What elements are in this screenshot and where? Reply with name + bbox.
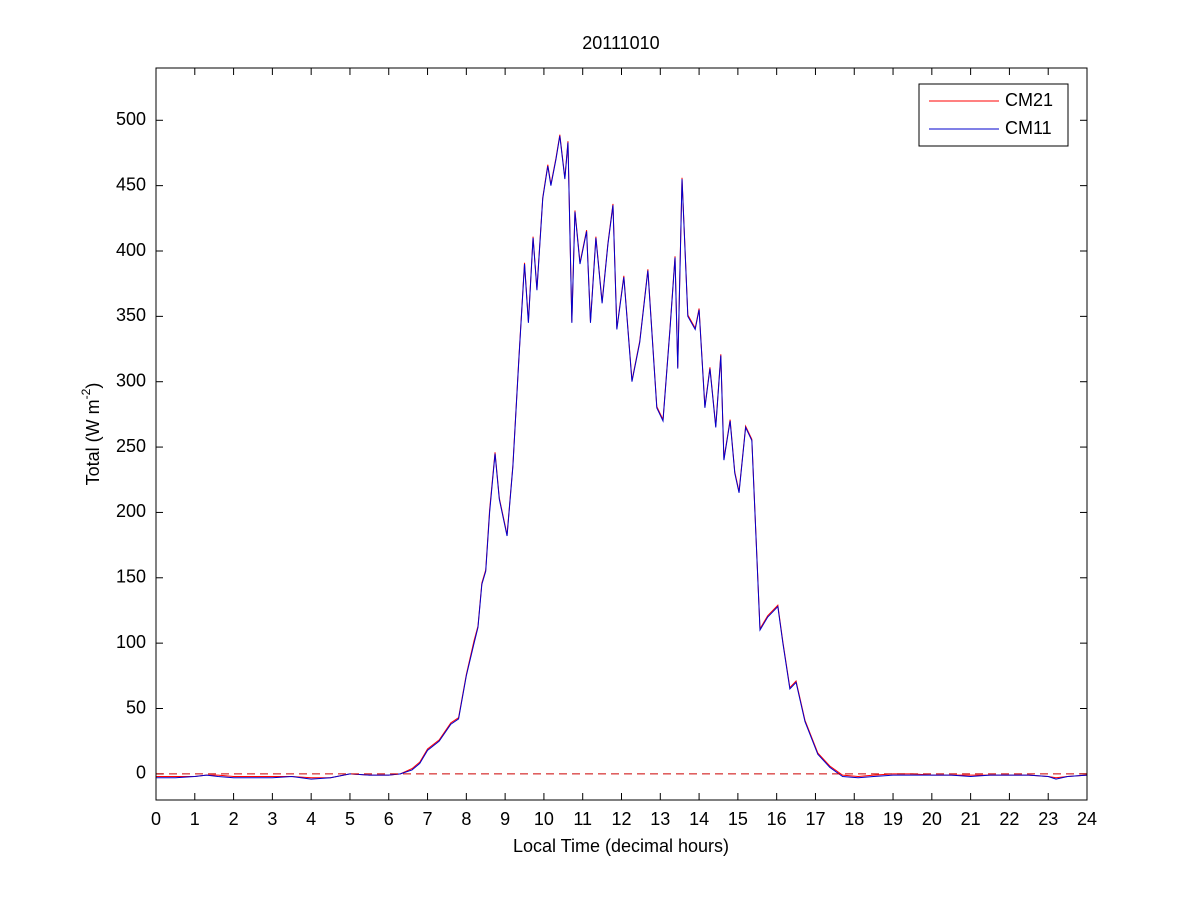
legend-box: [918, 83, 1069, 147]
y-tick-label: 0: [136, 763, 146, 783]
data-line: [156, 135, 1088, 780]
x-tick-label: 21: [961, 809, 981, 829]
x-tick-label: 24: [1077, 809, 1097, 829]
y-tick-label: 100: [116, 632, 146, 652]
y-axis-label: Total (W m-2): [79, 383, 103, 486]
x-tick-label: 23: [1038, 809, 1058, 829]
y-tick-label: 500: [116, 109, 146, 129]
x-tick-label: 19: [883, 809, 903, 829]
x-tick-label: 17: [805, 809, 825, 829]
legend: CM21 CM11: [918, 83, 1069, 147]
y-axis-label-main: Total (W m: [83, 399, 103, 485]
x-tick-label: 1: [190, 809, 200, 829]
x-tick-label: 7: [423, 809, 433, 829]
x-tick-label: 9: [500, 809, 510, 829]
y-axis-label-superscript: -2: [79, 388, 93, 399]
x-tick-label: 5: [345, 809, 355, 829]
y-tick-label: 450: [116, 174, 146, 194]
chart-title: 20111010: [582, 33, 659, 53]
x-tick-label: 12: [611, 809, 631, 829]
x-tick-label: 4: [306, 809, 316, 829]
plot-frame: [155, 67, 1088, 801]
x-tick-label: 13: [650, 809, 670, 829]
x-tick-label: 11: [573, 809, 592, 829]
y-tick-label: 400: [116, 240, 146, 260]
x-tick-label: 0: [151, 809, 161, 829]
x-tick-label: 3: [267, 809, 277, 829]
x-tick-label: 16: [767, 809, 787, 829]
y-tick-label: 200: [116, 501, 146, 521]
y-tick-label: 300: [116, 370, 146, 390]
legend-label: CM11: [1005, 118, 1052, 138]
y-tick-label: 350: [116, 305, 146, 325]
x-axis-label: Local Time (decimal hours): [513, 836, 729, 856]
x-tick-label: 22: [999, 809, 1019, 829]
x-tick-label: 20: [922, 809, 942, 829]
x-tick-label: 8: [461, 809, 471, 829]
y-tick-label: 50: [126, 697, 146, 717]
x-tick-label: 18: [844, 809, 864, 829]
y-tick-label: 150: [116, 567, 146, 587]
y-tick-label: 250: [116, 436, 146, 456]
y-axis-label-end: ): [83, 383, 103, 389]
x-tick-label: 2: [229, 809, 239, 829]
legend-label: CM21: [1005, 90, 1053, 110]
x-tick-label: 10: [534, 809, 554, 829]
x-tick-label: 6: [384, 809, 394, 829]
x-tick-label: 14: [689, 809, 709, 829]
x-tick-label: 15: [728, 809, 748, 829]
